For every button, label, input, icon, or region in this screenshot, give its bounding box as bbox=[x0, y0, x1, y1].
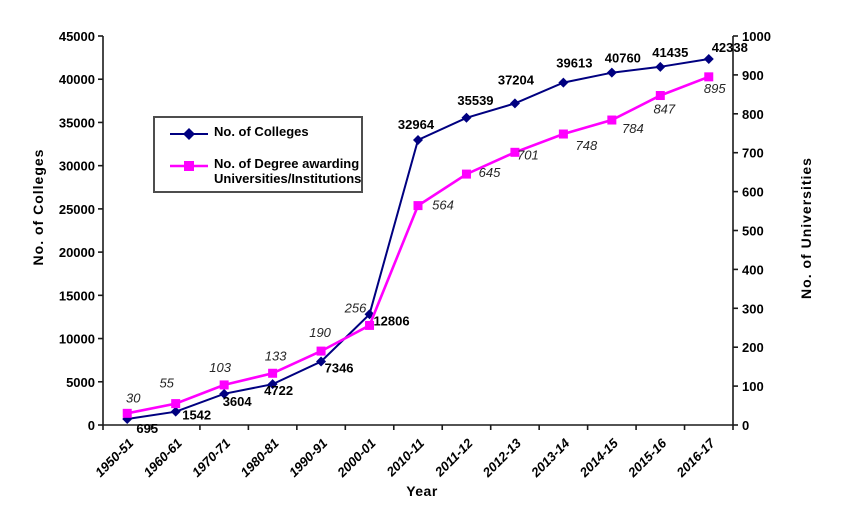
colleges-data-label: 37204 bbox=[498, 72, 535, 87]
universities-marker bbox=[316, 346, 326, 356]
colleges-data-label: 3604 bbox=[223, 394, 253, 409]
x-axis-category-label: 2011-12 bbox=[431, 435, 476, 480]
colleges-marker bbox=[655, 61, 666, 72]
universities-marker bbox=[171, 399, 181, 409]
y-axis-right-tick-label: 0 bbox=[742, 418, 749, 433]
universities-data-label: 256 bbox=[344, 300, 367, 315]
y-axis-right-tick-label: 200 bbox=[742, 340, 764, 355]
universities-data-label: 701 bbox=[517, 147, 539, 162]
legend-entry-universities: No. of Degree awarding Universities/Inst… bbox=[169, 156, 361, 187]
universities-data-label: 133 bbox=[265, 348, 287, 363]
universities-data-label: 748 bbox=[576, 138, 598, 153]
legend-label-universities-line2: Universities/Institutions bbox=[214, 171, 362, 187]
y-axis-left-tick-label: 10000 bbox=[59, 332, 95, 347]
x-axis-category-label: 2012-13 bbox=[479, 435, 525, 481]
universities-data-label: 190 bbox=[309, 325, 331, 340]
universities-data-label: 30 bbox=[126, 390, 141, 405]
universities-marker bbox=[607, 115, 617, 125]
colleges-marker bbox=[509, 98, 520, 109]
universities-data-label: 847 bbox=[653, 102, 675, 117]
x-axis-category-label: 1990-91 bbox=[286, 436, 330, 480]
universities-marker bbox=[268, 368, 278, 378]
y-axis-left-tick-label: 35000 bbox=[59, 115, 95, 130]
x-axis-category-label: 2016-17 bbox=[673, 435, 719, 481]
y-axis-right-tick-label: 300 bbox=[742, 301, 764, 316]
colleges-data-label: 35539 bbox=[457, 93, 493, 108]
legend-label-universities-line1: No. of Degree awarding bbox=[214, 156, 360, 171]
left-axis-title: No. of Colleges bbox=[30, 148, 46, 266]
y-axis-left-tick-label: 30000 bbox=[59, 159, 95, 174]
x-axis-category-label: 2010-11 bbox=[383, 436, 427, 480]
universities-legend-line-square-icon bbox=[170, 161, 208, 171]
universities-data-label: 564 bbox=[432, 198, 454, 213]
y-axis-left-tick-label: 5000 bbox=[66, 375, 95, 390]
universities-marker bbox=[510, 147, 520, 157]
colleges-marker bbox=[606, 67, 617, 78]
x-axis-category-label: 2014-15 bbox=[576, 435, 622, 481]
y-axis-right-tick-label: 500 bbox=[742, 224, 764, 239]
colleges-data-label: 695 bbox=[136, 421, 158, 436]
universities-marker bbox=[461, 169, 471, 179]
legend-box: No. of Colleges No. of Degree awarding U… bbox=[153, 116, 363, 193]
universities-marker bbox=[122, 408, 132, 418]
legend-label-universities: No. of Degree awarding Universities/Inst… bbox=[214, 156, 361, 187]
colleges-data-label: 42338 bbox=[712, 40, 748, 55]
universities-data-label: 55 bbox=[159, 376, 174, 391]
y-axis-left-tick-label: 15000 bbox=[59, 288, 95, 303]
y-axis-left-tick-label: 40000 bbox=[59, 72, 95, 87]
x-axis-category-label: 1980-81 bbox=[237, 436, 281, 480]
legend-label-colleges: No. of Colleges bbox=[214, 124, 309, 139]
y-axis-right-tick-label: 400 bbox=[742, 262, 764, 277]
y-axis-left-tick-label: 25000 bbox=[59, 202, 95, 217]
universities-marker bbox=[704, 72, 714, 82]
x-axis-category-label: 2000-01 bbox=[334, 436, 379, 481]
colleges-data-label: 1542 bbox=[182, 408, 211, 423]
universities-data-label: 895 bbox=[704, 81, 726, 96]
x-axis-title: Year bbox=[406, 483, 438, 499]
colleges-data-label: 40760 bbox=[605, 51, 641, 66]
y-axis-right-tick-label: 1000 bbox=[742, 29, 771, 44]
colleges-legend-line-diamond-icon bbox=[170, 128, 208, 140]
y-axis-left-tick-label: 45000 bbox=[59, 29, 95, 44]
universities-data-label: 103 bbox=[209, 360, 231, 375]
colleges-data-label: 7346 bbox=[325, 360, 354, 375]
universities-marker bbox=[413, 201, 423, 211]
colleges-marker bbox=[558, 77, 569, 88]
colleges-marker bbox=[413, 135, 423, 146]
x-axis-category-label: 1960-61 bbox=[140, 436, 184, 480]
colleges-data-label: 32964 bbox=[398, 117, 435, 132]
y-axis-right-tick-label: 700 bbox=[742, 146, 764, 161]
x-axis-category-label: 2013-14 bbox=[527, 435, 573, 481]
colleges-marker bbox=[461, 112, 472, 123]
y-axis-right-tick-label: 600 bbox=[742, 185, 764, 200]
x-axis-category-label: 2015-16 bbox=[624, 435, 670, 481]
colleges-marker bbox=[170, 406, 181, 417]
colleges-marker bbox=[316, 356, 327, 367]
colleges-data-label: 39613 bbox=[556, 56, 592, 71]
colleges-data-label: 4722 bbox=[264, 383, 293, 398]
universities-marker bbox=[558, 129, 568, 139]
colleges-data-label: 12806 bbox=[373, 313, 409, 328]
y-axis-left-tick-label: 20000 bbox=[59, 245, 95, 260]
y-axis-right-tick-label: 100 bbox=[742, 379, 764, 394]
universities-data-label: 645 bbox=[479, 165, 501, 180]
x-axis-category-label: 1970-71 bbox=[189, 436, 233, 480]
colleges-marker bbox=[703, 54, 714, 65]
colleges-marker bbox=[267, 379, 278, 390]
universities-data-label: 784 bbox=[622, 121, 644, 136]
universities-marker bbox=[219, 380, 229, 390]
colleges-data-label: 41435 bbox=[652, 45, 688, 60]
y-axis-right-tick-label: 900 bbox=[742, 68, 764, 83]
legend-entry-colleges: No. of Colleges bbox=[169, 124, 361, 143]
universities-marker bbox=[655, 91, 665, 101]
y-axis-right-tick-label: 800 bbox=[742, 107, 764, 122]
colleges-marker bbox=[219, 388, 230, 399]
universities-marker bbox=[365, 320, 375, 330]
right-axis-title: No. of Universities bbox=[798, 157, 814, 299]
y-axis-left-tick-label: 0 bbox=[88, 418, 95, 433]
x-axis-category-label: 1950-51 bbox=[92, 436, 136, 480]
